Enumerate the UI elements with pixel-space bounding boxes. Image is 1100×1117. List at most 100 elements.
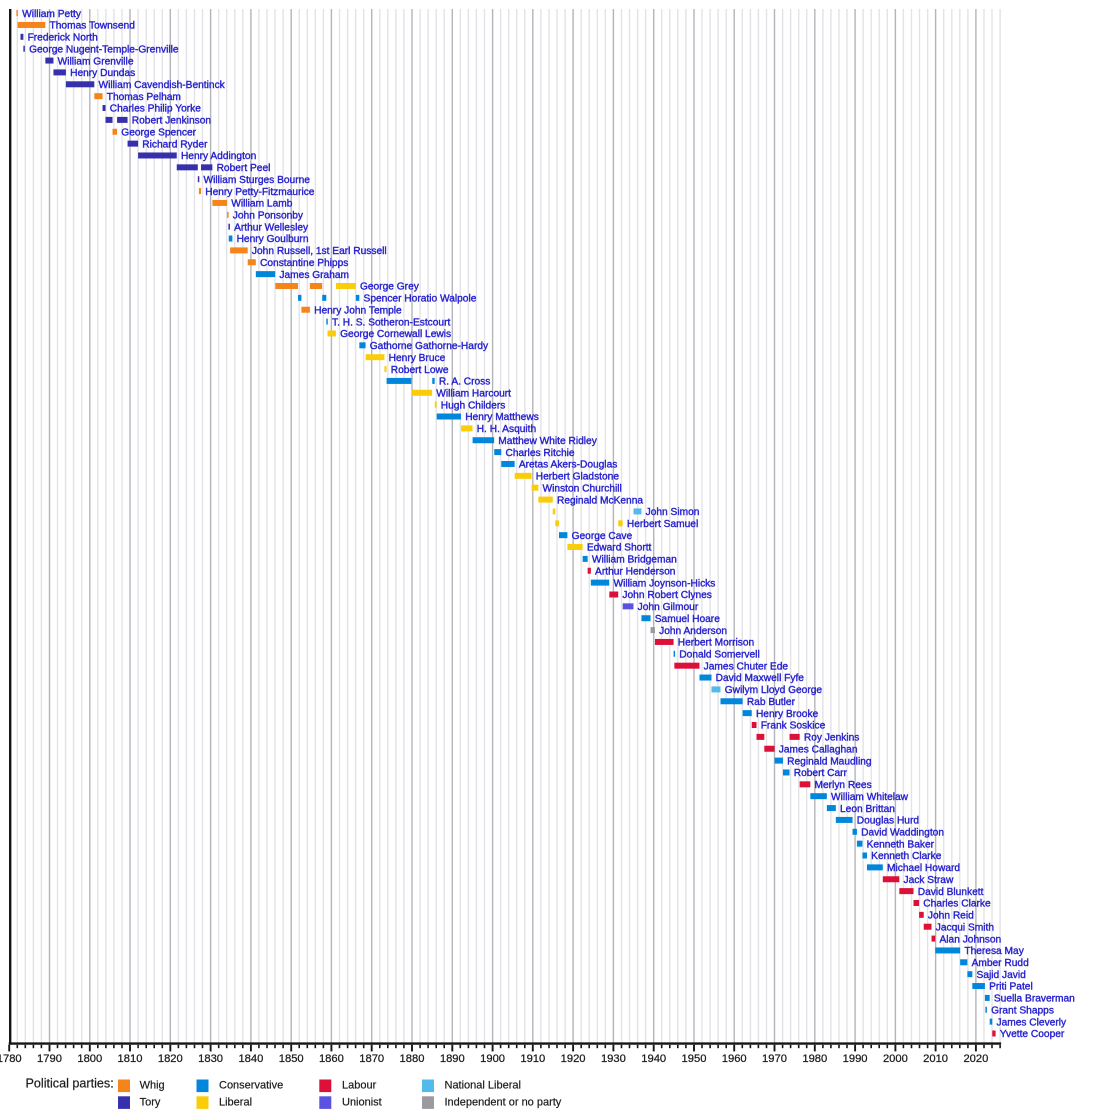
svg-text:George Cave: George Cave (572, 531, 633, 542)
svg-text:1970: 1970 (762, 1053, 787, 1065)
svg-text:Winston Churchill: Winston Churchill (543, 483, 622, 494)
svg-text:James Graham: James Graham (279, 270, 349, 281)
svg-text:Tory: Tory (140, 1096, 161, 1108)
svg-text:Priti Patel: Priti Patel (989, 982, 1033, 993)
svg-text:William Cavendish-Bentinck: William Cavendish-Bentinck (99, 80, 226, 91)
svg-text:James Callaghan: James Callaghan (779, 744, 858, 755)
svg-text:William Sturges Bourne: William Sturges Bourne (204, 175, 311, 186)
svg-text:Henry John Temple: Henry John Temple (314, 305, 402, 316)
svg-text:Roy Jenkins: Roy Jenkins (804, 733, 860, 744)
svg-text:John Ponsonby: John Ponsonby (233, 211, 304, 222)
svg-text:1820: 1820 (158, 1053, 183, 1065)
svg-text:John Russell, 1st Earl Russell: John Russell, 1st Earl Russell (252, 246, 387, 257)
svg-text:James Cleverly: James Cleverly (996, 1017, 1067, 1028)
svg-text:Gathorne Gathorne-Hardy: Gathorne Gathorne-Hardy (370, 341, 489, 352)
svg-text:1920: 1920 (561, 1053, 586, 1065)
svg-text:2000: 2000 (883, 1053, 908, 1065)
svg-text:Herbert Gladstone: Herbert Gladstone (536, 472, 620, 483)
svg-text:Herbert Morrison: Herbert Morrison (678, 638, 754, 649)
svg-text:H. H. Asquith: H. H. Asquith (477, 424, 536, 435)
svg-text:Gwilym Lloyd George: Gwilym Lloyd George (725, 685, 823, 696)
svg-text:1910: 1910 (520, 1053, 545, 1065)
svg-text:1980: 1980 (802, 1053, 827, 1065)
svg-text:1890: 1890 (440, 1053, 465, 1065)
svg-text:Robert Carr: Robert Carr (794, 768, 848, 779)
svg-text:1940: 1940 (641, 1053, 666, 1065)
svg-text:William Joynson-Hicks: William Joynson-Hicks (613, 578, 715, 589)
svg-text:Liberal: Liberal (219, 1096, 252, 1108)
svg-text:Henry Goulburn: Henry Goulburn (237, 234, 309, 245)
svg-text:William Harcourt: William Harcourt (436, 388, 511, 399)
svg-text:James Chuter Ede: James Chuter Ede (704, 661, 789, 672)
svg-text:Donald Somervell: Donald Somervell (679, 650, 759, 661)
svg-text:Edward Shortt: Edward Shortt (587, 543, 652, 554)
svg-text:R. A. Cross: R. A. Cross (439, 377, 491, 388)
svg-text:Kenneth Baker: Kenneth Baker (867, 839, 935, 850)
svg-text:Thomas Townsend: Thomas Townsend (50, 21, 136, 32)
svg-text:John Anderson: John Anderson (659, 626, 727, 637)
svg-text:1780: 1780 (0, 1053, 22, 1065)
svg-text:Hugh Childers: Hugh Childers (441, 400, 506, 411)
svg-text:William Grenville: William Grenville (58, 56, 134, 67)
svg-text:Rab Butler: Rab Butler (747, 697, 796, 708)
svg-text:Suella Braverman: Suella Braverman (994, 994, 1075, 1005)
svg-text:William Bridgeman: William Bridgeman (592, 555, 677, 566)
svg-text:Kenneth Clarke: Kenneth Clarke (871, 851, 942, 862)
svg-text:Leon Brittan: Leon Brittan (840, 804, 895, 815)
svg-text:Charles Ritchie: Charles Ritchie (505, 448, 574, 459)
svg-text:William Lamb: William Lamb (231, 199, 292, 210)
svg-text:1880: 1880 (400, 1053, 425, 1065)
svg-text:2020: 2020 (963, 1053, 988, 1065)
svg-text:1790: 1790 (37, 1053, 62, 1065)
svg-text:Henry Bruce: Henry Bruce (389, 353, 446, 364)
svg-text:Labour: Labour (342, 1080, 377, 1092)
svg-text:George Cornewall Lewis: George Cornewall Lewis (340, 329, 451, 340)
svg-text:1960: 1960 (722, 1053, 747, 1065)
svg-text:Jack Straw: Jack Straw (904, 875, 954, 886)
svg-text:Henry Addington: Henry Addington (181, 151, 256, 162)
svg-text:Alan Johnson: Alan Johnson (939, 934, 1001, 945)
svg-text:John Simon: John Simon (646, 507, 700, 518)
svg-text:John Gilmour: John Gilmour (638, 602, 699, 613)
svg-text:George Grey: George Grey (360, 282, 420, 293)
svg-text:1950: 1950 (682, 1053, 707, 1065)
svg-text:Jacqui Smith: Jacqui Smith (936, 922, 994, 933)
svg-text:1860: 1860 (319, 1053, 344, 1065)
svg-text:Frederick North: Frederick North (28, 33, 98, 44)
svg-text:1810: 1810 (118, 1053, 143, 1065)
svg-text:Matthew White Ridley: Matthew White Ridley (498, 436, 597, 447)
svg-text:2010: 2010 (923, 1053, 948, 1065)
svg-text:Arthur Wellesley: Arthur Wellesley (234, 222, 309, 233)
svg-text:National Liberal: National Liberal (445, 1080, 521, 1092)
svg-text:William Petty: William Petty (22, 9, 82, 20)
svg-text:Unionist: Unionist (342, 1096, 382, 1108)
svg-text:Reginald Maudling: Reginald Maudling (787, 756, 872, 767)
svg-text:Charles Clarke: Charles Clarke (923, 899, 991, 910)
svg-text:1800: 1800 (77, 1053, 102, 1065)
svg-text:Herbert Samuel: Herbert Samuel (627, 519, 698, 530)
svg-text:Constantine Phipps: Constantine Phipps (260, 258, 348, 269)
svg-text:Henry Dundas: Henry Dundas (70, 68, 135, 79)
svg-text:John Robert Clynes: John Robert Clynes (622, 590, 711, 601)
svg-text:Henry Matthews: Henry Matthews (465, 412, 539, 423)
svg-text:George Nugent-Temple-Grenville: George Nugent-Temple-Grenville (29, 44, 179, 55)
svg-text:Arthur Henderson: Arthur Henderson (595, 566, 675, 577)
svg-text:Michael Howard: Michael Howard (887, 863, 960, 874)
svg-text:1830: 1830 (198, 1053, 223, 1065)
svg-text:John Reid: John Reid (928, 911, 974, 922)
svg-text:Charles Philip Yorke: Charles Philip Yorke (110, 104, 202, 115)
svg-text:George Spencer: George Spencer (121, 127, 196, 138)
svg-text:1930: 1930 (601, 1053, 626, 1065)
svg-text:1990: 1990 (843, 1053, 868, 1065)
svg-text:Aretas Akers-Douglas: Aretas Akers-Douglas (519, 460, 618, 471)
svg-text:William Whitelaw: William Whitelaw (831, 792, 909, 803)
svg-text:Douglas Hurd: Douglas Hurd (857, 816, 920, 827)
svg-text:Amber Rudd: Amber Rudd (972, 958, 1030, 969)
svg-text:Thomas Pelham: Thomas Pelham (107, 92, 181, 103)
svg-text:Henry Brooke: Henry Brooke (756, 709, 819, 720)
svg-text:Robert Peel: Robert Peel (217, 163, 271, 174)
svg-text:Robert Lowe: Robert Lowe (391, 365, 449, 376)
svg-text:Conservative: Conservative (219, 1080, 283, 1092)
svg-text:Spencer Horatio Walpole: Spencer Horatio Walpole (364, 294, 477, 305)
svg-text:T. H. S. Sotheron-Estcourt: T. H. S. Sotheron-Estcourt (332, 317, 451, 328)
